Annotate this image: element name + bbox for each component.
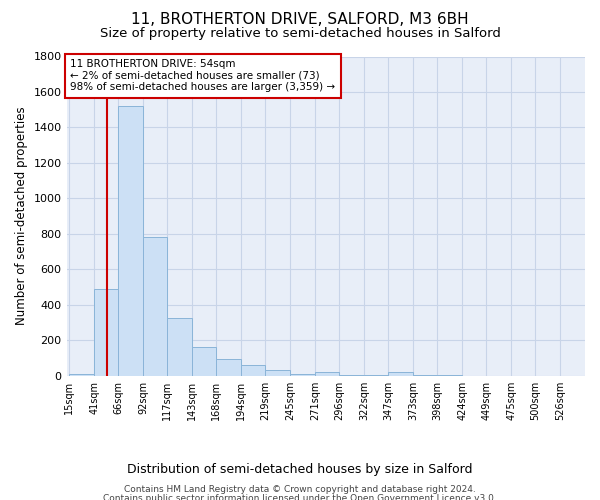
Text: Contains HM Land Registry data © Crown copyright and database right 2024.: Contains HM Land Registry data © Crown c… bbox=[124, 485, 476, 494]
Bar bbox=[70, 374, 94, 376]
Bar bbox=[167, 318, 193, 376]
Y-axis label: Number of semi-detached properties: Number of semi-detached properties bbox=[15, 107, 28, 326]
Bar bbox=[118, 106, 143, 376]
Text: 11 BROTHERTON DRIVE: 54sqm
← 2% of semi-detached houses are smaller (73)
98% of : 11 BROTHERTON DRIVE: 54sqm ← 2% of semi-… bbox=[70, 59, 335, 92]
Text: Distribution of semi-detached houses by size in Salford: Distribution of semi-detached houses by … bbox=[127, 462, 473, 475]
Text: Contains public sector information licensed under the Open Government Licence v3: Contains public sector information licen… bbox=[103, 494, 497, 500]
Bar bbox=[94, 289, 118, 376]
Bar bbox=[339, 375, 364, 376]
Bar bbox=[241, 365, 265, 376]
Bar bbox=[265, 370, 290, 376]
Bar bbox=[290, 374, 315, 376]
Text: 11, BROTHERTON DRIVE, SALFORD, M3 6BH: 11, BROTHERTON DRIVE, SALFORD, M3 6BH bbox=[131, 12, 469, 28]
Bar bbox=[315, 372, 339, 376]
Bar bbox=[388, 372, 413, 376]
Text: Size of property relative to semi-detached houses in Salford: Size of property relative to semi-detach… bbox=[100, 28, 500, 40]
Bar bbox=[193, 348, 217, 376]
Bar bbox=[143, 238, 167, 376]
Bar bbox=[217, 359, 241, 376]
